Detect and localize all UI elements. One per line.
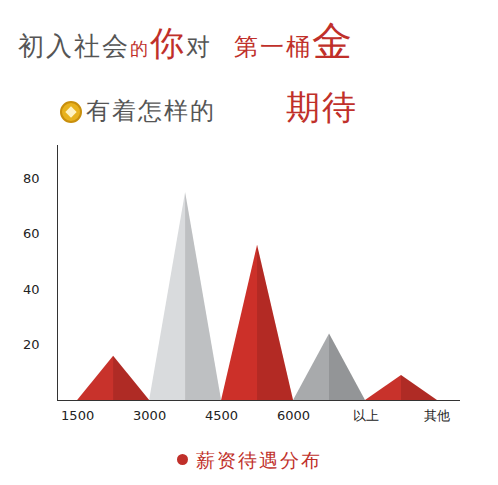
svg-text:80: 80: [23, 171, 40, 186]
html-text:薪资待遇分布: 薪资待遇分布: [195, 449, 322, 471]
svg-text:其他: 其他: [424, 408, 450, 423]
svg-text:40: 40: [23, 282, 40, 297]
svg-text:60: 60: [23, 226, 40, 241]
html-text:第一桶金: 第一桶金: [234, 18, 354, 64]
svg-text:4500: 4500: [205, 408, 238, 423]
html-text:期待: 期待: [286, 87, 358, 127]
svg-text:1500: 1500: [61, 408, 94, 423]
svg-text:20: 20: [23, 337, 40, 352]
svg-text:以上: 以上: [353, 408, 379, 423]
html-text:初入社会的你对: 初入社会的你对: [18, 23, 212, 63]
svg-text:6000: 6000: [277, 408, 310, 423]
svg-text:3000: 3000: [133, 408, 166, 423]
html-text:有着怎样的: 有着怎样的: [86, 97, 216, 125]
